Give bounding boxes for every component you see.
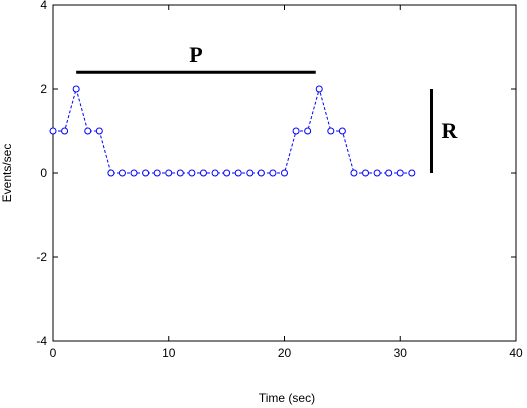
data-point <box>72 85 80 93</box>
data-point <box>385 169 393 177</box>
data-point <box>315 85 323 93</box>
data-point <box>246 169 254 177</box>
data-point <box>211 169 219 177</box>
x-tick-label: 0 <box>50 346 57 360</box>
data-point <box>269 169 277 177</box>
data-point <box>257 169 265 177</box>
x-axis-label: Time (sec) <box>259 391 315 405</box>
tick-group: 0 10 20 30 40 -4 -2 0 2 4 <box>36 0 523 360</box>
data-point <box>118 169 126 177</box>
data-point <box>396 169 404 177</box>
data-point <box>84 127 92 135</box>
data-point <box>327 127 335 135</box>
annotation-group: PR <box>76 42 459 173</box>
data-point <box>176 169 184 177</box>
data-point <box>165 169 173 177</box>
y-axis-label: Events/sec <box>0 144 14 203</box>
data-point <box>61 127 69 135</box>
data-point <box>292 127 300 135</box>
data-point <box>153 169 161 177</box>
period-label: P <box>189 42 202 67</box>
y-tick-label: 4 <box>40 0 47 12</box>
data-point <box>373 169 381 177</box>
y-tick-label: 2 <box>40 82 47 96</box>
x-tick-label: 40 <box>509 346 523 360</box>
series-group <box>49 85 416 177</box>
data-point <box>95 127 103 135</box>
data-point <box>49 127 57 135</box>
data-point <box>199 169 207 177</box>
data-point <box>408 169 416 177</box>
data-point <box>107 169 115 177</box>
y-tick-label: -4 <box>36 334 47 348</box>
data-point <box>281 169 288 177</box>
range-label: R <box>442 118 459 143</box>
y-tick-label: -2 <box>36 250 47 264</box>
data-point <box>130 169 138 177</box>
data-point <box>350 169 358 177</box>
x-tick-label: 10 <box>162 346 176 360</box>
data-point <box>304 127 312 135</box>
x-tick-label: 20 <box>278 346 292 360</box>
data-point <box>362 169 370 177</box>
data-point <box>142 169 150 177</box>
data-point <box>234 169 242 177</box>
y-tick-label: 0 <box>40 166 47 180</box>
x-tick-label: 30 <box>394 346 408 360</box>
data-point <box>223 169 231 177</box>
data-point <box>338 127 346 135</box>
data-point <box>188 169 196 177</box>
